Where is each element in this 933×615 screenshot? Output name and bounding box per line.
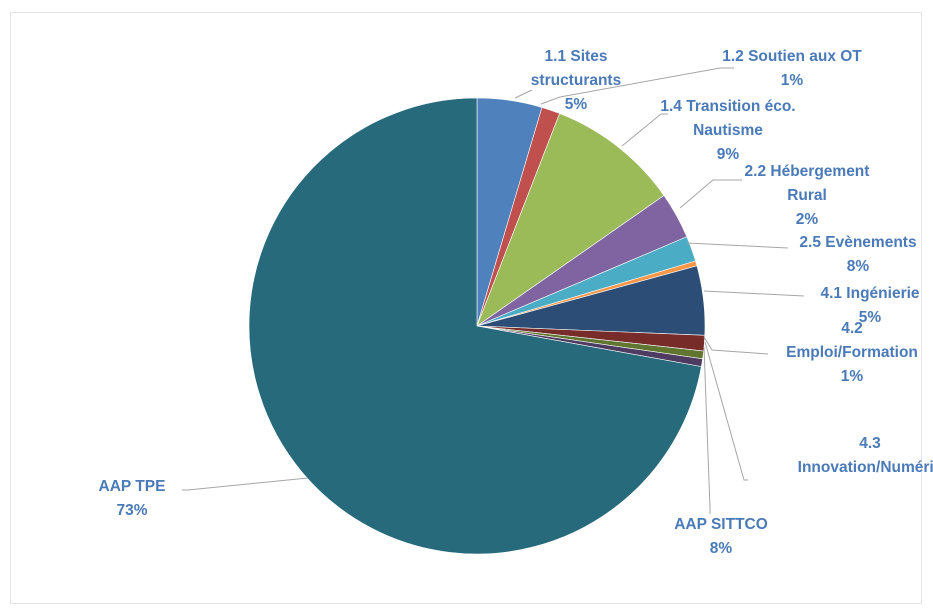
- data-label-aap-tpe: AAP TPE 73%: [99, 478, 166, 519]
- leader-line-1-1-sites-structurants: [514, 89, 533, 99]
- data-label-4-1-ingenierie: 4.1 Ingénierie 5%: [820, 285, 919, 326]
- leader-line-4-3-innovation-numeri: [704, 341, 748, 481]
- leader-line-1-4-transition-eco-nautisme: [621, 113, 668, 147]
- data-label-aap-sittco: AAP SITTCO 8%: [674, 516, 768, 557]
- leader-line-2-2-hebergement-rural: [679, 179, 742, 209]
- data-label-2-2-hebergement-rural: 2.2 Hébergement Rural 2%: [745, 163, 870, 228]
- leader-line-aap-sittco: [703, 346, 711, 514]
- data-label-4-2-emploi-formation: 4.2 Emploi/Formation 1%: [786, 320, 918, 385]
- data-label-1-4-transition-eco-nautisme: 1.4 Transition éco. Nautisme 9%: [660, 98, 795, 163]
- data-label-2-5-evenements: 2.5 Evènements 8%: [799, 234, 916, 275]
- data-label-4-3-innovation-numeri: 4.3 Innovation/Numéri..: [798, 435, 933, 476]
- data-label-1-2-soutien-aux-ot: 1.2 Soutien aux OT 1%: [722, 48, 862, 89]
- leader-line-4-1-ingenierie: [703, 290, 805, 297]
- data-label-1-1-sites-structurants: 1.1 Sites structurants 5%: [531, 48, 621, 113]
- pie-slice-aap-tpe: [248, 97, 702, 555]
- leader-line-1-2-soutien-aux-ot: [540, 67, 734, 105]
- leader-line-4-2-emploi-formation: [703, 336, 769, 355]
- leader-line-aap-tpe: [182, 477, 309, 491]
- pie-slice-1-4-transition-eco-nautisme: [476, 113, 665, 327]
- leader-line-2-5-evenements: [686, 242, 789, 249]
